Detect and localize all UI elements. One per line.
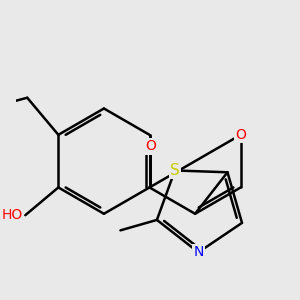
Text: N: N: [193, 245, 204, 259]
Text: O: O: [235, 128, 246, 142]
Text: S: S: [170, 163, 180, 178]
Text: O: O: [145, 140, 156, 153]
Text: HO: HO: [2, 208, 23, 222]
